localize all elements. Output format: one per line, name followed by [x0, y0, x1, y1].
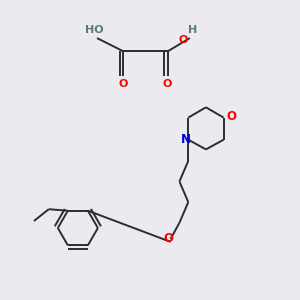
Text: HO: HO	[85, 25, 104, 35]
Text: O: O	[226, 110, 237, 123]
Text: O: O	[163, 232, 173, 245]
Text: N: N	[181, 133, 191, 146]
Text: O: O	[178, 35, 188, 45]
Text: H: H	[188, 25, 197, 35]
Text: O: O	[163, 79, 172, 89]
Text: O: O	[119, 79, 128, 89]
